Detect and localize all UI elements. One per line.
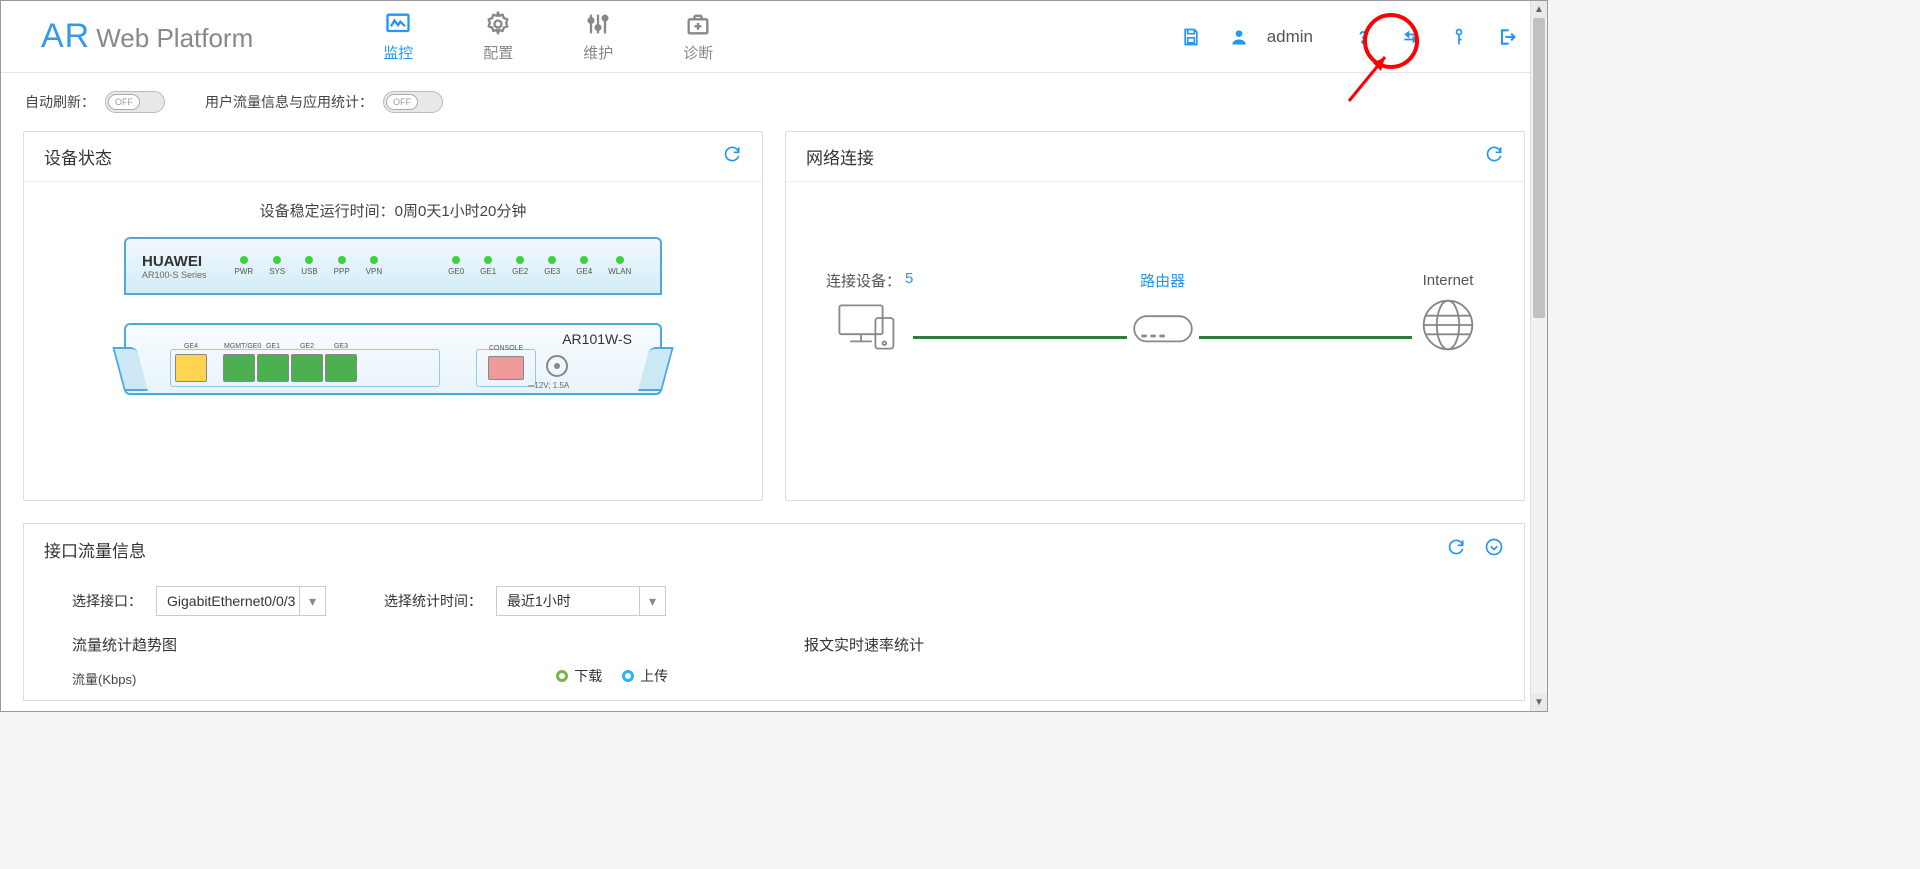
interface-traffic-card: 接口流量信息 选择接口： GigabitEthernet0/0/3▾ 选择统计时…: [23, 523, 1525, 701]
port-GE2[interactable]: GE2: [291, 354, 323, 382]
uptime-value: 0周0天1小时20分钟: [395, 203, 527, 220]
connected-devices-count[interactable]: 5: [905, 270, 913, 291]
net-link-line: [913, 336, 1126, 339]
save-icon[interactable]: [1181, 27, 1201, 47]
key-icon[interactable]: [1449, 27, 1469, 47]
internet-node: Internet: [1412, 272, 1484, 353]
nav-tab-diagnose[interactable]: 诊断: [683, 10, 713, 63]
nav-tab-monitor[interactable]: 监控: [383, 10, 413, 63]
internet-label: Internet: [1423, 272, 1474, 289]
chevron-down-icon: ▾: [299, 587, 325, 615]
port-GE3[interactable]: GE3: [325, 354, 357, 382]
refresh-icon[interactable]: [1484, 144, 1504, 169]
refresh-icon[interactable]: [722, 144, 742, 169]
auto-refresh-label: 自动刷新：: [25, 92, 95, 112]
router-link[interactable]: 路由器: [1140, 270, 1185, 291]
refresh-icon[interactable]: [1446, 537, 1466, 562]
user-traffic-toggle[interactable]: OFF: [383, 91, 443, 113]
header: AR Web Platform 监控 配置 维护 诊断: [1, 1, 1547, 73]
logo-sub: Web Platform: [96, 23, 253, 54]
user-traffic-label: 用户流量信息与应用统计：: [205, 92, 373, 112]
chart-legend: 下载 上传: [556, 666, 668, 686]
medkit-icon: [684, 10, 712, 38]
connected-devices-node: 连接设备：5: [826, 270, 913, 355]
header-right: admin: [1181, 27, 1517, 47]
port-GE1[interactable]: GE1: [257, 354, 289, 382]
port-GE4[interactable]: GE4: [175, 354, 207, 382]
trend-chart-title: 流量统计趋势图: [72, 634, 744, 655]
username: admin: [1267, 27, 1313, 47]
switch-icon[interactable]: [1401, 27, 1421, 47]
interface-traffic-title: 接口流量信息: [44, 537, 146, 562]
toggle-row: 自动刷新： OFF 用户流量信息与应用统计： OFF: [1, 73, 1547, 131]
globe-icon: [1412, 297, 1484, 353]
gear-icon: [484, 10, 512, 38]
net-link-line: [1199, 336, 1412, 339]
select-interface-label: 选择接口：: [72, 591, 142, 611]
devices-icon: [834, 299, 906, 355]
user-icon[interactable]: [1229, 27, 1249, 47]
router-node: 路由器: [1127, 270, 1199, 355]
select-time-dropdown[interactable]: 最近1小时▾: [496, 586, 666, 616]
device-brand: HUAWEI: [142, 253, 217, 270]
nav-tab-config[interactable]: 配置: [483, 10, 513, 63]
nav-tab-config-label: 配置: [483, 42, 513, 63]
power-label: ⎓12V; 1.5A: [528, 381, 569, 391]
logo-ar: AR: [41, 17, 90, 56]
device-illustration: HUAWEI AR100-S Series PWRSYSUSBPPPVPN GE…: [24, 231, 762, 395]
logout-icon[interactable]: [1497, 27, 1517, 47]
auto-refresh-toggle[interactable]: OFF: [105, 91, 165, 113]
device-model: AR101W-S: [562, 331, 632, 347]
help-icon[interactable]: [1353, 27, 1373, 47]
monitor-icon: [384, 10, 412, 38]
device-status-title: 设备状态: [44, 144, 112, 169]
rate-stats-title: 报文实时速率统计: [804, 634, 1476, 655]
chevron-down-icon: ▾: [639, 587, 665, 615]
collapse-icon[interactable]: [1484, 537, 1504, 562]
device-status-card: 设备状态 设备稳定运行时间：0周0天1小时20分钟 HUAWEI AR100-S…: [23, 131, 763, 501]
nav-tab-maintain[interactable]: 维护: [583, 10, 613, 63]
yaxis-label: 流量(Kbps): [72, 669, 136, 688]
network-connection-card: 网络连接 连接设备：5 路由器 Internet: [785, 131, 1525, 501]
network-connection-title: 网络连接: [806, 144, 874, 169]
uptime-label: 设备稳定运行时间：: [260, 203, 395, 220]
router-icon: [1127, 299, 1199, 355]
nav-tab-diagnose-label: 诊断: [683, 42, 713, 63]
port-MGMT/GE0[interactable]: MGMT/GE0: [223, 354, 255, 382]
nav-tabs: 监控 配置 维护 诊断: [383, 10, 713, 63]
logo: AR Web Platform: [41, 17, 253, 56]
select-interface-dropdown[interactable]: GigabitEthernet0/0/3▾: [156, 586, 326, 616]
nav-tab-monitor-label: 监控: [383, 42, 413, 63]
select-time-label: 选择统计时间：: [384, 591, 482, 611]
sliders-icon: [584, 10, 612, 38]
device-series: AR100-S Series: [142, 270, 207, 280]
nav-tab-maintain-label: 维护: [583, 42, 613, 63]
scrollbar[interactable]: ▲ ▼: [1530, 1, 1547, 711]
